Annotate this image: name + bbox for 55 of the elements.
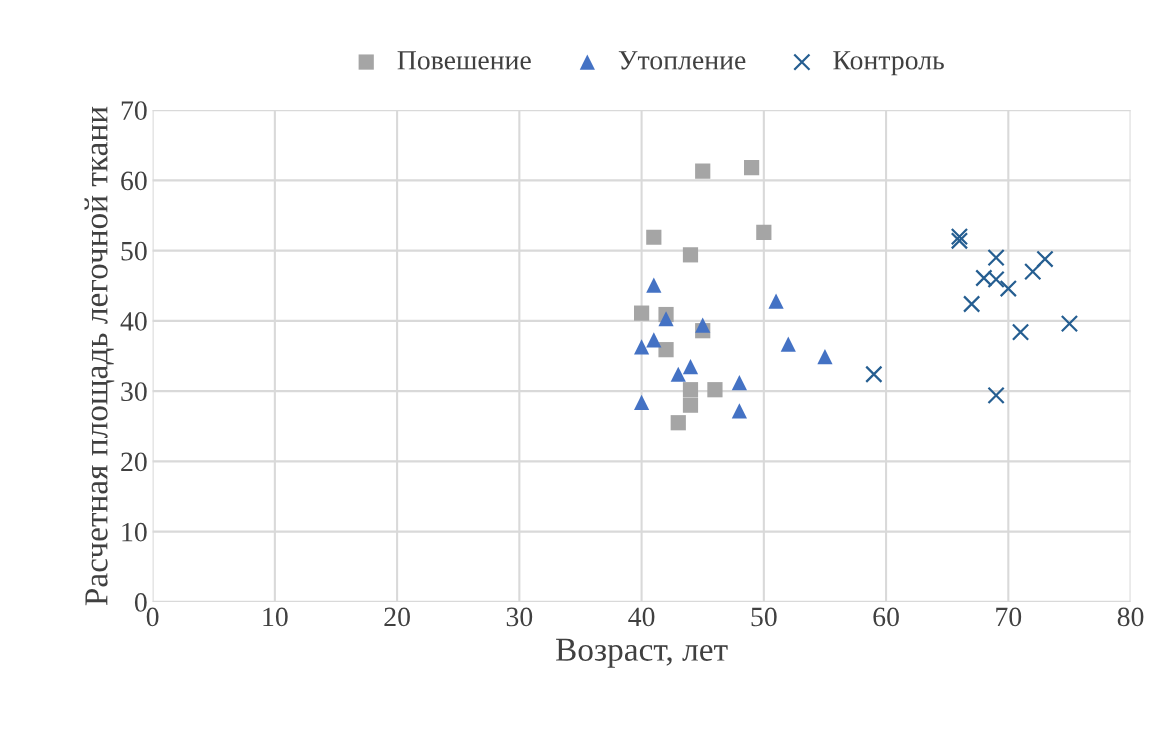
x-tick-label: 20 — [384, 607, 410, 627]
point — [780, 336, 796, 352]
y-tick-label: 70 — [121, 101, 147, 121]
point — [1060, 314, 1079, 333]
y-tick-label: 30 — [121, 382, 147, 402]
point — [731, 375, 747, 391]
point — [658, 311, 674, 327]
point — [768, 293, 784, 309]
point — [987, 386, 1005, 405]
point — [744, 160, 760, 176]
point — [682, 397, 699, 413]
point — [1036, 250, 1054, 268]
y-tick-label: 0 — [134, 593, 147, 612]
point — [950, 227, 969, 246]
y-tick-label: 40 — [120, 312, 147, 331]
point — [1011, 323, 1030, 341]
point — [682, 358, 699, 375]
point — [707, 382, 723, 398]
point — [731, 403, 747, 419]
x-tick-label: 70 — [996, 607, 1022, 627]
y-tick-label: 50 — [121, 241, 147, 261]
point — [682, 382, 699, 398]
point — [987, 248, 1005, 267]
point — [633, 394, 650, 410]
point — [756, 224, 772, 240]
point — [658, 342, 674, 358]
x-axis-title: Возраст, лет — [556, 638, 728, 668]
legend-label: Утопление — [618, 51, 746, 70]
y-tick-label: 60 — [121, 171, 147, 191]
point — [682, 247, 699, 263]
point — [1024, 262, 1042, 281]
point — [695, 163, 711, 179]
x-tick-label: 30 — [506, 607, 533, 627]
legend-label: Повешение — [397, 51, 531, 70]
x-tick-label: 80 — [1117, 607, 1144, 627]
x-tick-label: 40 — [628, 607, 655, 627]
y-tick-label: 20 — [121, 452, 147, 472]
point — [999, 279, 1018, 298]
point — [633, 305, 650, 321]
point — [962, 295, 981, 313]
point — [695, 317, 711, 333]
point — [633, 339, 650, 355]
point — [817, 349, 833, 365]
point — [670, 366, 686, 382]
point — [865, 365, 883, 383]
point — [646, 277, 662, 293]
point — [646, 229, 662, 245]
point — [646, 332, 662, 348]
point — [670, 415, 686, 431]
y-axis-title: Расчетная площадь легочной ткани — [84, 106, 115, 606]
x-tick-label: 60 — [873, 607, 899, 627]
x-tick-label: 10 — [263, 607, 288, 627]
y-tick-label: 10 — [122, 522, 147, 542]
legend-label: Контроль — [833, 51, 944, 76]
x-tick-label: 50 — [751, 607, 777, 627]
